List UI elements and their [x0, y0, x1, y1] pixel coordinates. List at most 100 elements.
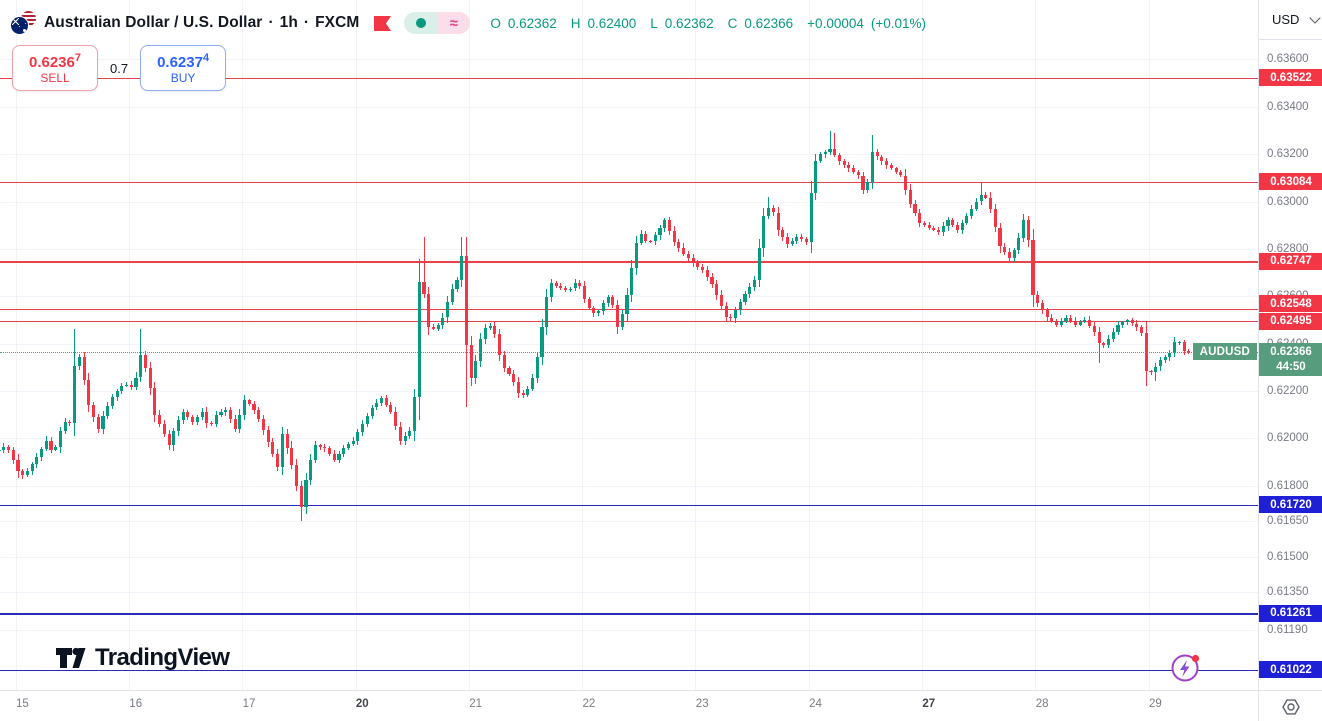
lightning-bolt-icon [1180, 660, 1190, 677]
candle-body [469, 345, 473, 378]
current-price-line [0, 351, 1258, 353]
candle-body [663, 220, 667, 229]
candle-body [507, 367, 511, 374]
candle-body [375, 402, 379, 408]
candle-body [866, 181, 870, 190]
candle-body [540, 327, 544, 357]
candle-body [653, 235, 657, 242]
candle-body [667, 220, 672, 232]
candle-body [25, 471, 29, 475]
lightning-button[interactable] [1169, 651, 1203, 685]
currency-toggle-button[interactable]: USD [1258, 0, 1322, 40]
price-tick-label: 0.63400 [1267, 100, 1309, 113]
price-tick-label: 0.63200 [1267, 148, 1309, 161]
sell-button[interactable]: 0.62367 SELL [12, 45, 98, 91]
candle-body [856, 171, 860, 176]
candle-body [734, 310, 738, 319]
candle-body [573, 282, 577, 289]
candle-body [1007, 252, 1011, 259]
candle-body [271, 441, 275, 454]
support-line[interactable] [0, 613, 1258, 615]
candle-body [446, 301, 450, 318]
spread-value: 0.7 [107, 59, 132, 77]
candle-body [885, 161, 889, 165]
price-tick-label: 0.61800 [1267, 479, 1309, 492]
au-flag-icon [10, 16, 29, 35]
candle-body [1121, 322, 1125, 325]
tradingview-logo[interactable]: TradingView [55, 644, 230, 672]
candle-body [502, 354, 506, 368]
candle-body [1125, 319, 1129, 323]
candle-body [564, 287, 568, 291]
candle-body [1111, 331, 1115, 339]
candle-body [724, 305, 728, 317]
candle-body [1187, 350, 1191, 352]
candle-body [497, 334, 502, 355]
candle-body [809, 192, 813, 242]
candle-body [852, 168, 856, 172]
axis-settings-cell[interactable] [1258, 690, 1322, 721]
candle-body [379, 398, 384, 403]
separator-dot: · [303, 14, 310, 31]
candle-body [91, 405, 96, 417]
candle-body [819, 154, 823, 161]
candle-body [365, 415, 369, 425]
grid-line-horizontal [0, 438, 1258, 440]
candle-body [705, 270, 709, 278]
candle-body [880, 156, 884, 162]
candle-wick [598, 310, 600, 317]
candle-body [219, 412, 223, 415]
candle-body [1064, 317, 1068, 322]
candle-wick [69, 420, 71, 427]
candle-body [578, 282, 582, 287]
candle-body [1036, 294, 1040, 304]
resistance-line[interactable] [0, 77, 1258, 80]
candle-body [134, 377, 138, 388]
candle-body [40, 448, 44, 458]
candle-body [1182, 341, 1186, 351]
market-status-pill[interactable]: ≈ [404, 12, 471, 34]
exchange-label[interactable]: FXCM [315, 14, 360, 31]
resistance-line[interactable] [0, 181, 1258, 183]
candle-body [677, 241, 681, 248]
candle-body [1059, 321, 1063, 325]
candle-body [356, 432, 360, 441]
candle-body [762, 215, 766, 248]
approx-data-icon: ≈ [437, 12, 471, 34]
grid-line-horizontal [0, 59, 1258, 61]
price-axis[interactable]: 0.636000.634000.632000.630000.628000.626… [1258, 0, 1322, 690]
candle-body [842, 161, 846, 165]
resistance-line[interactable] [0, 321, 1258, 323]
candle-body [767, 207, 771, 216]
candle-body [224, 409, 228, 413]
resistance-line[interactable] [0, 261, 1258, 263]
candle-body [960, 222, 964, 230]
candle-body [800, 237, 804, 240]
candle-body [965, 215, 969, 223]
candle-body [847, 164, 851, 169]
candle-body [243, 400, 247, 415]
candle-body [1022, 220, 1026, 238]
candle-wick [126, 381, 128, 388]
support-line[interactable] [0, 669, 1258, 672]
price-tick-label: 0.61500 [1267, 550, 1309, 563]
candle-body [620, 314, 624, 327]
buy-button[interactable]: 0.62374 BUY [140, 45, 227, 91]
candle-body [294, 465, 299, 486]
candle-body [526, 388, 530, 395]
symbol-title[interactable]: Australian Dollar / U.S. Dollar [44, 14, 263, 31]
support-line[interactable] [0, 504, 1258, 506]
interval-label[interactable]: 1h [279, 14, 298, 31]
candle-body [493, 326, 497, 335]
candle-body [757, 247, 761, 280]
candle-body [993, 208, 997, 228]
candle-body [729, 316, 733, 319]
chart-canvas[interactable] [0, 0, 1258, 690]
candle-body [672, 231, 676, 242]
red-flag-icon[interactable] [373, 15, 392, 32]
resistance-line[interactable] [0, 308, 1258, 310]
time-axis[interactable]: 15 16 17 20 21 22 23 24 27 28 29 [0, 690, 1258, 721]
candle-body [833, 149, 837, 156]
sell-price: 0.62367 [28, 52, 81, 71]
candle-body [176, 420, 181, 432]
